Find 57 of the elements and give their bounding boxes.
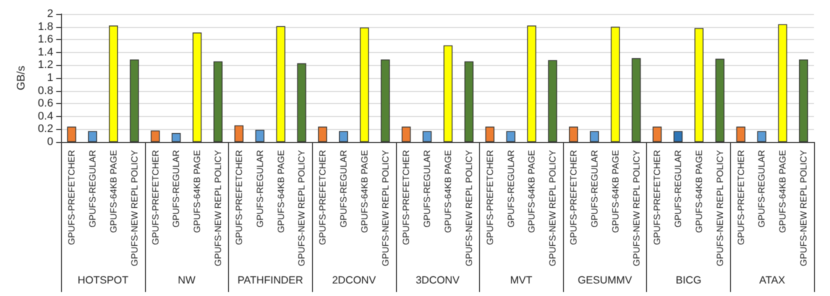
x-tick-label: GPUFS-NEW REPL POLICY — [464, 150, 474, 266]
x-tick-label: GPUFS-NEW REPL POLICY — [129, 150, 140, 266]
text: HOTSPOT — [78, 274, 129, 286]
x-tick-label: GPUFS-REGULAR — [673, 150, 684, 228]
x-tick-label: GPUFS-64KB PAGE — [192, 150, 202, 233]
y-tick-label: 0.4 — [38, 110, 54, 122]
y-tick-label: 1.4 — [38, 46, 54, 58]
x-tick-label: GPUFS-64KB PAGE — [526, 150, 537, 233]
x-tick-label: GPUFS-REGULAR — [506, 150, 516, 228]
y-axis-title: GB/s — [16, 65, 28, 90]
y-tick-label: 1.2 — [38, 59, 54, 72]
x-tick-label: GPUFS-PREFETCHER — [652, 150, 662, 246]
x-tick-label: GPUFS-64KB PAGE — [359, 150, 370, 233]
x-tick-label: GPUFS-64KB PAGE — [778, 150, 788, 233]
x-tick-label: GPUFS-REGULAR — [338, 150, 348, 228]
x-tick-label: GPUFS-REGULAR — [422, 150, 432, 228]
text: PATHFINDER — [238, 274, 304, 286]
x-tick-label: GPUFS-NEW REPL POLICY — [714, 150, 725, 266]
y-tick-label: 1.8 — [38, 20, 54, 33]
x-tick-label: GPUFS-REGULAR — [88, 150, 98, 228]
y-tick-label: 2 — [47, 8, 54, 20]
x-tick-label: GPUFS-PREFETCHER — [484, 150, 495, 246]
x-tick-label: GPUFS-PREFETCHER — [150, 150, 160, 246]
x-tick-label: GPUFS-PREFETCHER — [234, 150, 244, 246]
x-tick-label: GPUFS-PREFETCHER — [318, 150, 328, 246]
x-tick-label: GPUFS-NEW REPL POLICY — [631, 150, 642, 266]
x-tick-label: GPUFS-64KB PAGE — [108, 150, 118, 233]
x-tick-label: GPUFS-PREFETCHER — [568, 150, 579, 246]
text: NW — [178, 274, 196, 286]
x-tick-label: GPUFS-64KB PAGE — [276, 150, 286, 233]
y-tick-label: 0.2 — [38, 123, 54, 136]
x-tick-label: GPUFS-NEW REPL POLICY — [296, 150, 307, 266]
x-tick-label: GPUFS-PREFETCHER — [66, 150, 77, 246]
x-tick-label: GPUFS-64KB PAGE — [443, 150, 454, 233]
text: MVT — [510, 274, 533, 286]
x-tick-label: GPUFS-REGULAR — [756, 150, 767, 228]
y-tick-label: 0.8 — [38, 84, 54, 97]
x-tick-label: GPUFS-REGULAR — [171, 150, 182, 228]
text: 2DCONV — [332, 274, 376, 286]
x-tick-label: GPUFS-64KB PAGE — [694, 150, 704, 233]
text: GESUMMV — [578, 274, 632, 286]
y-tick-label: 0.6 — [38, 98, 54, 110]
y-tick-label: 0 — [47, 136, 54, 148]
x-tick-label: GPUFS-REGULAR — [254, 150, 265, 228]
y-tick-label: 1 — [47, 72, 54, 84]
x-tick-label: GPUFS-64KB PAGE — [610, 150, 620, 233]
text: BICG — [676, 274, 702, 286]
x-tick-label: GPUFS-NEW REPL POLICY — [798, 150, 809, 266]
x-tick-label: GPUFS-NEW REPL POLICY — [213, 150, 224, 266]
text: 3DCONV — [416, 274, 460, 286]
x-tick-label: GPUFS-REGULAR — [589, 150, 600, 228]
x-tick-label: GPUFS-PREFETCHER — [736, 150, 746, 246]
x-tick-label: GPUFS-NEW REPL POLICY — [548, 150, 558, 266]
x-tick-label: GPUFS-PREFETCHER — [401, 150, 412, 246]
y-tick-label: 1.6 — [38, 34, 54, 46]
text: ATAX — [759, 274, 786, 286]
x-tick-label: GPUFS-NEW REPL POLICY — [380, 150, 390, 266]
